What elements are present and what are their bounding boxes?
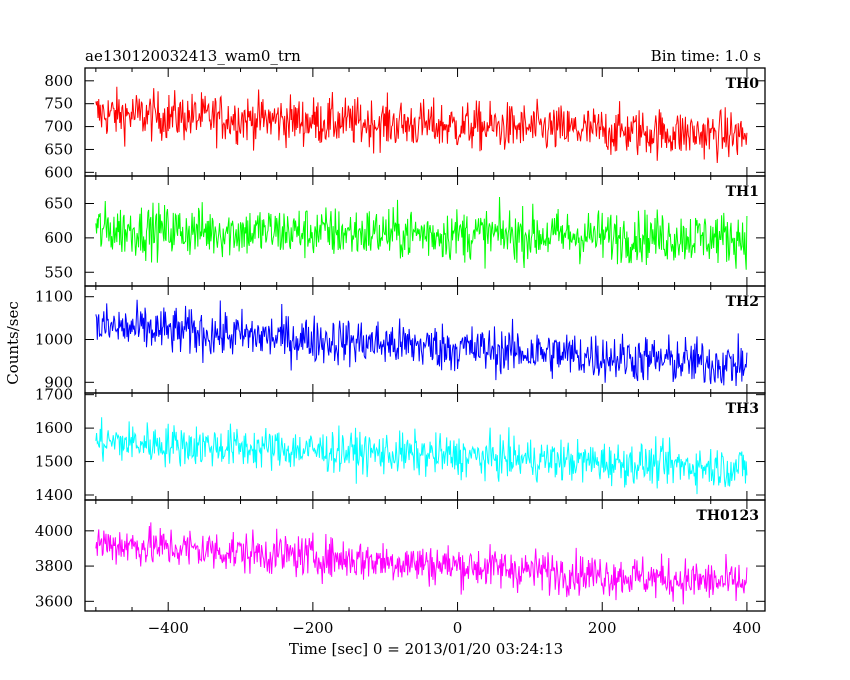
x-tick-label: 200 <box>588 619 617 637</box>
bin-time-label: Bin time: 1.0 s <box>651 47 761 65</box>
series-line-th3 <box>95 417 748 495</box>
panel-th0: 600 650 700 750 800 TH0 <box>44 67 766 181</box>
chart-title: ae130120032413_wam0_trn <box>85 47 301 65</box>
y-tick-label: 650 <box>44 140 73 158</box>
y-axis-label: Counts/sec <box>4 301 22 385</box>
y-tick-label: 550 <box>44 263 73 281</box>
panel-th3: 1400 1500 1600 1700 TH3 <box>35 386 766 504</box>
panel-label: TH2 <box>726 294 759 310</box>
x-tick-label: −400 <box>148 619 189 637</box>
y-tick-label: 1000 <box>35 331 73 349</box>
y-tick-label: 3800 <box>35 557 73 575</box>
x-tick-label: 400 <box>733 619 762 637</box>
panel-th0123: 3600 3800 4000 TH0123 <box>35 499 766 612</box>
y-tick-label: 1500 <box>35 453 73 471</box>
panel-th2: 900 1000 1100 TH2 <box>35 285 766 394</box>
y-tick-label: 900 <box>44 373 73 391</box>
panel-frame <box>84 285 766 394</box>
x-axis-label: Time [sec] 0 = 2013/01/20 03:24:13 <box>289 640 563 658</box>
panel-th1: 550 600 650 TH1 <box>44 175 766 287</box>
x-tick-label: 0 <box>453 619 463 637</box>
series-line-th0 <box>95 86 748 164</box>
panels: 600 650 700 750 800 TH0 550 600 650 TH1 900 1000 110… <box>35 67 766 637</box>
panel-label: TH1 <box>726 184 759 200</box>
series-line-th2 <box>95 299 748 387</box>
y-tick-label: 800 <box>44 72 73 90</box>
x-tick-label: −200 <box>292 619 333 637</box>
y-tick-label: 700 <box>44 118 73 136</box>
y-tick-label: 1700 <box>35 386 73 404</box>
y-tick-label: 600 <box>44 229 73 247</box>
y-tick-label: 750 <box>44 95 73 113</box>
series-line-th1 <box>95 196 748 270</box>
y-tick-label: 1400 <box>35 486 73 504</box>
y-tick-label: 1600 <box>35 419 73 437</box>
panel-label: TH0123 <box>696 508 759 524</box>
y-tick-label: 1100 <box>35 288 73 306</box>
y-tick-label: 3600 <box>35 592 73 610</box>
panel-label: TH0 <box>726 76 760 92</box>
y-tick-label: 600 <box>44 163 73 181</box>
panel-frame <box>84 499 766 612</box>
y-tick-label: 650 <box>44 195 73 213</box>
y-tick-label: 4000 <box>35 522 73 540</box>
series-line-th0123 <box>95 522 748 605</box>
panel-label: TH3 <box>726 401 759 417</box>
